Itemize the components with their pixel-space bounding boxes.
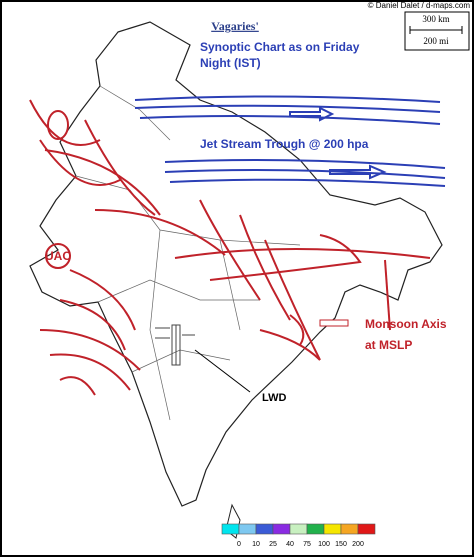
legend-swatch [255,523,274,535]
subtitle-line: Synoptic Chart as on Friday [200,40,360,54]
title: Vagaries' [211,19,259,33]
legend-label: 0 [237,541,241,548]
legend-swatch [357,523,376,535]
scale-bar: 300 km 200 mi [404,11,470,51]
scale-mi: 200 mi [423,36,449,46]
legend-label: 75 [303,541,311,548]
legend-label: 100 [318,541,330,548]
lwd-marker [155,324,251,393]
legend-label: 40 [286,541,294,548]
uac-label: UAC [45,249,71,263]
legend-swatch [323,523,342,535]
legend-label: 200 [352,541,364,548]
monsoon-label: at MSLP [365,338,412,352]
trough-lines [29,99,431,396]
legend-swatch [306,523,325,535]
subtitle-line: Night (IST) [200,56,261,70]
legend-label: 150 [335,541,347,548]
jet-stream-lines [134,95,446,187]
credit: © Daniel Dalet / d-maps.com [368,1,471,10]
scale-km: 300 km [422,14,449,24]
legend-swatch [238,523,257,535]
legend-swatch [289,523,308,535]
monsoon-label: Monsoon Axis [365,317,447,331]
lwd-label: LWD [262,392,286,404]
legend-label: 10 [252,541,260,548]
jet-stream-label: Jet Stream Trough @ 200 hpa [200,137,369,151]
legend-swatch [272,523,291,535]
legend: 0 10 25 40 75 100 150 200 [221,523,376,548]
legend-swatch [221,523,240,535]
legend-label: 25 [269,541,277,548]
legend-swatch [340,523,359,535]
